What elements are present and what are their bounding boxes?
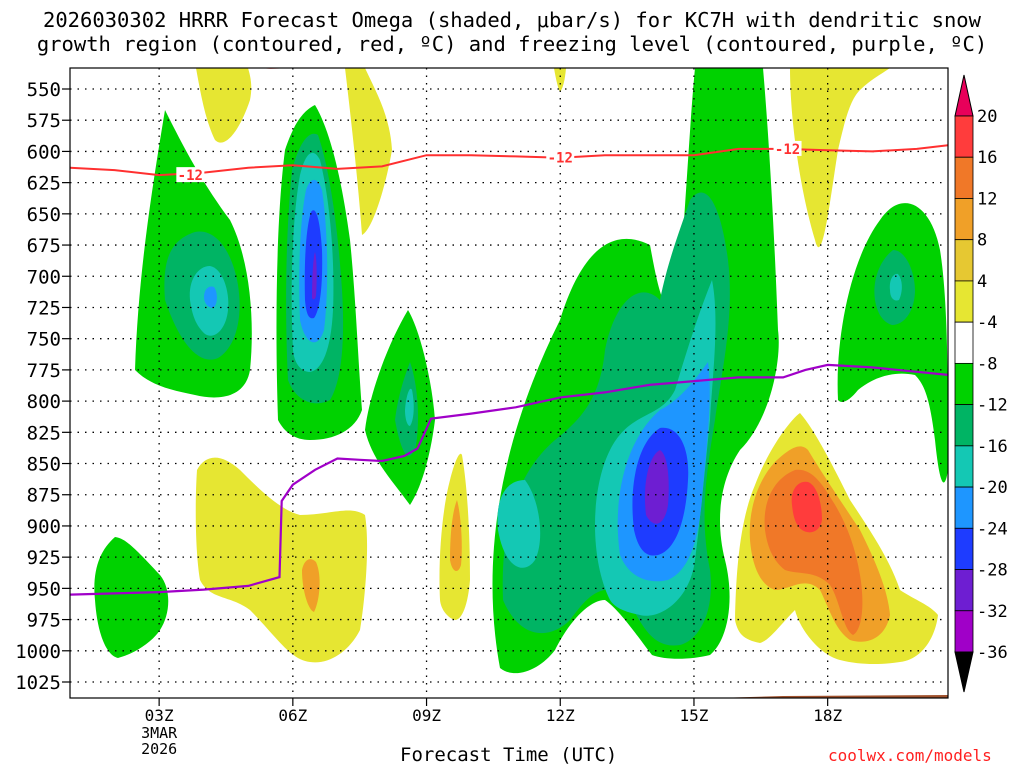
jet-max-24 [312,252,317,300]
colorbar-label-5: 4 [977,272,987,292]
x-tick-label-06Z: 06Z [278,706,307,725]
colorbar-band-9 [954,445,974,488]
early-low-descent-8 [302,559,320,612]
late-low-descent-16 [791,481,822,533]
x-tick-label-12Z: 12Z [546,706,575,725]
grid [70,68,948,698]
contour-label-2: -12 [548,151,573,167]
freezing-level-contour [70,363,948,596]
top-center-descent [554,68,566,92]
colorbar-band-8 [954,404,974,447]
colorbar-band-6 [954,321,974,364]
x-tick-label-03Z: 03Z [145,706,174,725]
y-tick-label-975: 975 [27,610,61,632]
y-tick-label-900: 900 [27,516,61,538]
colorbar-label-9: -16 [977,437,1008,457]
y-tick-label-675: 675 [27,235,61,257]
y-tick-label-575: 575 [27,110,61,132]
y-tick-label-550: 550 [27,79,61,101]
late-mid-outer [837,203,948,483]
contour-label-3: -12 [775,142,800,158]
colorbar: 20 16 12 8 4 -4 -8 -12 -16 -20 -24 -28 -32 -36 [954,74,1008,693]
y-tick-label-725: 725 [27,297,61,319]
x-tick-label-18Z: 18Z [813,706,842,725]
contour-lines: -12 -12 -12 [70,68,948,596]
x-tick-label-09Z: 09Z [412,706,441,725]
narrow-descent-8 [450,500,462,572]
colorbar-band-12 [954,569,974,612]
colorbar-label-8: -12 [977,396,1008,416]
colorbar-label-14: -36 [977,643,1008,663]
colorbar-band-2 [954,156,974,199]
colorbar-top-triangle [954,74,974,117]
colorbar-band-7 [954,362,974,406]
y-tick-label-600: 600 [27,141,61,163]
x-tick-label-15Z: 15Z [680,706,709,725]
y-tick-label-650: 650 [27,204,61,226]
colorbar-band-13 [954,610,974,653]
colorbar-label-4: 8 [977,231,987,251]
date-label-2: 2026 [141,740,177,758]
contour-label-1: -12 [178,168,203,184]
small-mid-12 [405,388,414,426]
colorbar-label-10: -20 [977,478,1008,498]
colorbar-label-1: 20 [977,107,997,127]
x-axis-label: Forecast Time (UTC) [400,744,618,766]
top-left-descent [196,68,252,143]
colorbar-band-1 [954,115,974,158]
main-ascent-12b [497,480,541,568]
y-tick-label-875: 875 [27,485,61,507]
main-ascent-24 [644,450,669,524]
colorbar-band-10 [954,486,974,529]
y-tick-label-925: 925 [27,547,61,569]
colorbar-band-4 [954,239,974,282]
early-mid-16 [204,286,217,308]
y-tick-label-700: 700 [27,266,61,288]
date-label-1: 3MAR [141,724,178,742]
y-tick-label-850: 850 [27,454,61,476]
top-right-descent [790,68,890,248]
chart-title: 2026030302 HRRR Forecast Omega (shaded, … [0,8,1024,56]
colorbar-label-6: -4 [977,313,997,333]
colorbar-band-3 [954,198,974,241]
chart-title-line2: growth region (contoured, red, ºC) and f… [36,32,988,56]
late-low-descent-12 [764,469,863,635]
dendritic-contour-2 [256,68,298,69]
y-tick-label-825: 825 [27,422,61,444]
y-tick-label-950: 950 [27,578,61,600]
y-tick-label-1000: 1000 [15,641,61,663]
late-mid-12 [889,273,902,301]
colorbar-bottom-triangle [954,651,974,693]
colorbar-label-11: -24 [977,519,1008,539]
y-tick-label-775: 775 [27,360,61,382]
colorbar-label-13: -32 [977,602,1008,622]
colorbar-band-11 [954,527,974,570]
y-tick-label-625: 625 [27,173,61,195]
colorbar-label-12: -28 [977,561,1008,581]
contour-label-bg-2 [546,149,575,165]
dendritic-contour-1 [70,144,948,177]
credit-link[interactable]: coolwx.com/models [828,746,992,765]
omega-shading [94,68,948,674]
y-tick-label-1025: 1025 [15,672,61,694]
top-mid-descent [345,68,392,235]
early-low-descent [195,457,368,663]
colorbar-label-7: -8 [977,354,997,374]
chart-title-line1: 2026030302 HRRR Forecast Omega (shaded, … [43,8,981,32]
early-low-outer [94,537,169,658]
colorbar-label-3: 12 [977,189,997,209]
contour-label-bg-3 [773,140,802,156]
contour-label-bg-1 [176,167,205,183]
y-tick-label-800: 800 [27,391,61,413]
colorbar-band-5 [954,280,974,323]
plot-frame [69,67,949,699]
y-axis: 550 575 600 625 650 675 700 725 750 775 800 825 850 8… [15,79,70,694]
colorbar-label-2: 16 [977,148,997,168]
y-tick-label-750: 750 [27,329,61,351]
